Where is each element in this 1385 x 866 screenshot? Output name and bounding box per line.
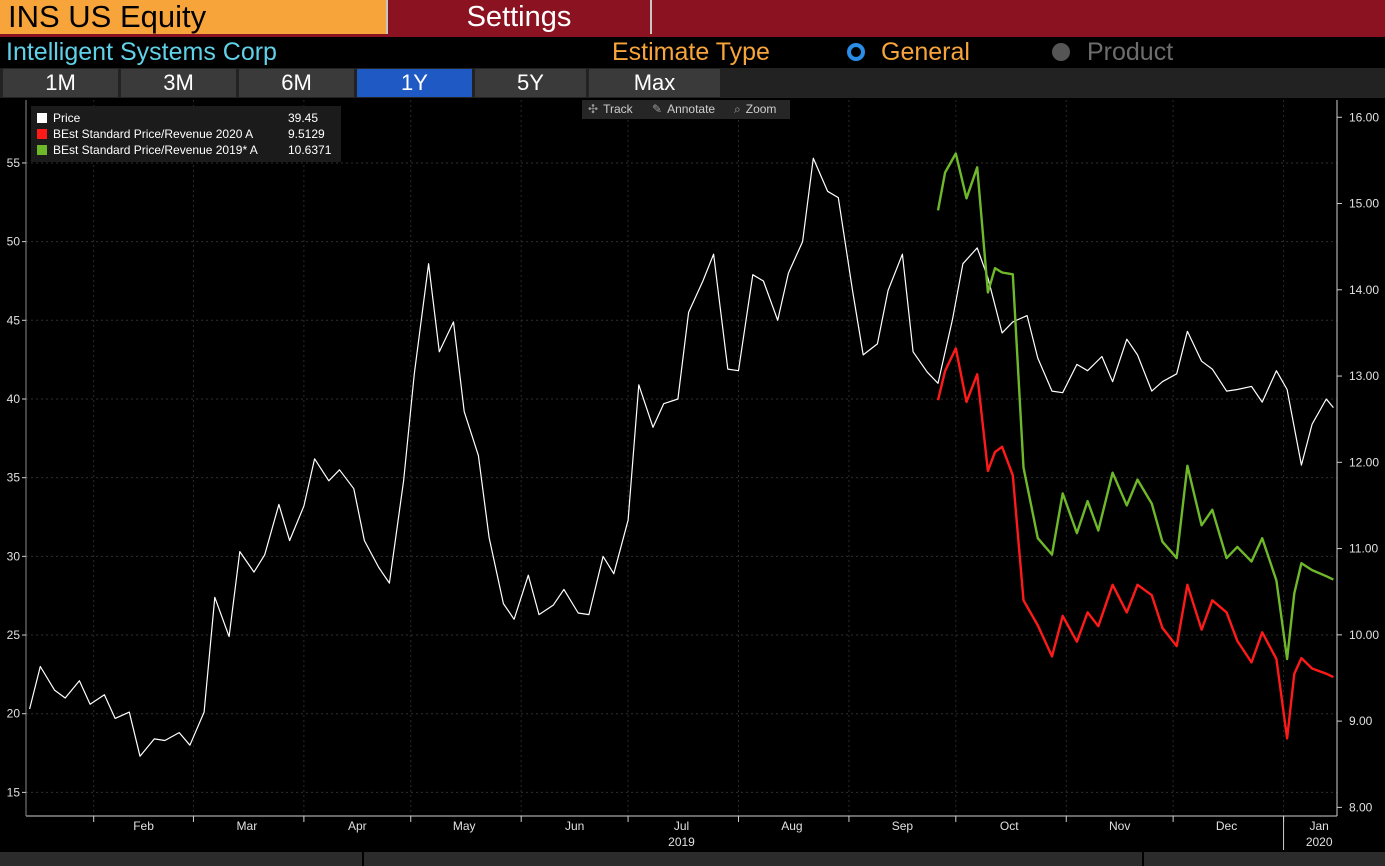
track-tool[interactable]: ✣ Track [588,100,633,119]
x-axis-year-label: 2020 [1306,835,1333,849]
settings-button[interactable]: Settings [388,0,652,34]
legend-swatch-pr-2020 [37,129,47,139]
magnifier-icon: ⌕ [734,102,741,116]
company-name: Intelligent Systems Corp [6,38,277,66]
bottom-status-strip [0,852,1385,866]
left-axis-tick-label: 35 [7,471,21,485]
annotate-tool[interactable]: ✎ Annotate [652,100,715,119]
left-axis-tick-label: 50 [7,235,21,249]
estimate-option-product[interactable]: Product [1087,38,1174,66]
pencil-icon: ✎ [652,102,663,116]
plot-area [26,100,1337,816]
left-axis-tick-label: 30 [7,549,21,563]
annotate-label: Annotate [667,102,716,116]
x-axis-tick-label: Feb [133,819,154,833]
x-axis-tick-label: Apr [348,819,367,833]
right-axis-tick-label: 12.00 [1349,455,1379,469]
x-axis-tick-label: May [453,819,476,833]
x-axis-tick-label: Mar [237,819,258,833]
x-axis-tick-label: Jan [1310,819,1329,833]
legend-value-pr-2020: 9.5129 [288,127,325,141]
legend-swatch-price [37,113,47,123]
legend-row-pr-2020: BEst Standard Price/Revenue 2020 A 9.512… [37,126,337,142]
series-line-pr-2019 [936,152,1334,661]
right-axis-tick-label: 14.00 [1349,283,1379,297]
track-label: Track [603,102,633,116]
x-axis-tick-label: Dec [1216,819,1237,833]
radio-general-icon[interactable] [847,43,865,61]
range-tab-5y[interactable]: 5Y [475,69,586,97]
left-axis-tick-label: 25 [7,628,21,642]
series-line-price [29,157,1334,757]
x-axis-tick-label: Jul [674,819,689,833]
chart-toolbar: ✣ Track ✎ Annotate ⌕ Zoom [582,100,790,119]
range-tab-max[interactable]: Max [589,69,720,97]
legend-value-price: 39.45 [288,111,319,125]
right-axis-tick-label: 8.00 [1349,800,1373,814]
legend-label-price: Price [53,111,81,125]
chart-canvas[interactable]: 15 20 25 30 35 40 45 50 55 8.00 9.00 10.00 11.00 12.0… [0,98,1385,852]
left-axis-tick-label: 15 [7,785,21,799]
left-axis-tick-label: 45 [7,313,21,327]
right-axis-tick-label: 11.00 [1349,542,1378,556]
estimate-option-general[interactable]: General [881,38,970,66]
right-axis-tick-label: 16.00 [1349,110,1379,124]
left-axis-tick-label: 40 [7,392,21,406]
chart-legend: Price 39.45 BEst Standard Price/Revenue … [31,106,341,162]
crosshair-icon: ✣ [588,102,599,116]
range-tab-1y[interactable]: 1Y [357,69,472,97]
strip-divider [362,852,364,866]
range-tab-1m[interactable]: 1M [3,69,118,97]
legend-swatch-pr-2019 [37,145,47,155]
range-tab-6m[interactable]: 6M [239,69,354,97]
x-axis-tick-label: Sep [892,819,914,833]
radio-product-icon[interactable] [1052,43,1070,61]
x-axis-tick-label: Jun [565,819,584,833]
zoom-label: Zoom [745,102,777,116]
x-axis-year-label: 2019 [668,835,695,849]
right-axis-tick-label: 15.00 [1349,197,1379,211]
left-axis-tick-label: 55 [7,156,21,170]
zoom-tool[interactable]: ⌕ Zoom [734,100,776,119]
strip-divider [1142,852,1144,866]
legend-label-pr-2019: BEst Standard Price/Revenue 2019* A [53,143,258,157]
legend-row-price: Price 39.45 [37,110,337,126]
legend-value-pr-2019: 10.6371 [288,143,332,157]
x-axis-tick-label: Aug [781,819,802,833]
left-axis-tick-label: 20 [7,707,21,721]
right-axis-tick-label: 13.00 [1349,369,1379,383]
legend-label-pr-2020: BEst Standard Price/Revenue 2020 A [53,127,254,141]
price-chart[interactable]: 15 20 25 30 35 40 45 50 55 8.00 9.00 10.00 11.00 12.0… [0,98,1385,852]
right-axis-tick-label: 10.00 [1349,628,1379,642]
title-divider [386,0,388,34]
estimate-type-label: Estimate Type [612,38,770,66]
series-line-pr-2020 [936,347,1334,740]
ticker-field[interactable]: INS US Equity [0,0,386,34]
legend-row-pr-2019: BEst Standard Price/Revenue 2019* A 10.6… [37,142,337,158]
x-axis-tick-label: Nov [1109,819,1130,833]
right-axis-tick-label: 9.00 [1349,714,1373,728]
range-tab-3m[interactable]: 3M [121,69,236,97]
x-axis-tick-label: Oct [1000,819,1019,833]
